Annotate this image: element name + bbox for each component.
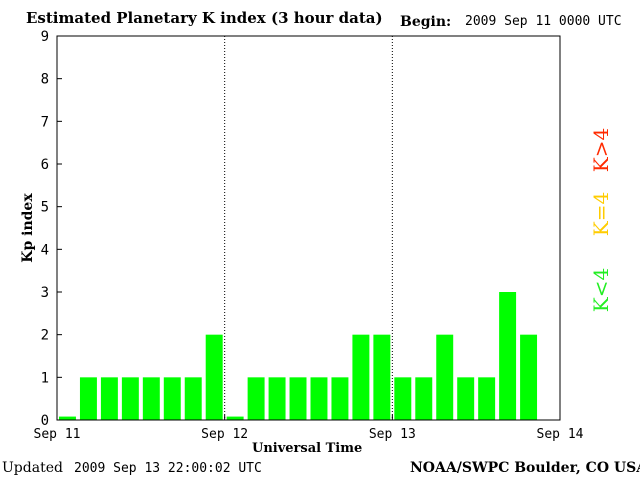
bar-0 <box>59 416 76 420</box>
bar-21 <box>499 292 517 420</box>
credit-text: NOAA/SWPC Boulder, CO USA <box>410 460 640 476</box>
bar-10 <box>268 377 286 420</box>
legend-k-greater-4: K>4 <box>589 127 613 173</box>
x-axis-label: Universal Time <box>252 441 363 456</box>
x-tick-label-1: Sep 12 <box>201 427 248 442</box>
bar-2 <box>100 377 118 420</box>
y-tick-label-4: 4 <box>41 242 49 258</box>
bar-8 <box>226 416 244 420</box>
bar-1 <box>79 377 97 420</box>
y-tick-label-6: 6 <box>41 157 49 173</box>
y-tick-label-1: 1 <box>41 370 49 386</box>
bar-17 <box>415 377 433 420</box>
y-tick-label-5: 5 <box>41 200 49 216</box>
y-tick-label-9: 9 <box>41 29 49 45</box>
y-axis-label: Kp index <box>20 193 36 263</box>
bar-15 <box>373 334 391 420</box>
y-tick-label-3: 3 <box>41 285 49 301</box>
y-tick-label-7: 7 <box>41 114 49 130</box>
bar-14 <box>352 334 370 420</box>
bar-11 <box>289 377 307 420</box>
bar-3 <box>121 377 139 420</box>
updated-label: Updated <box>2 460 63 476</box>
bar-7 <box>205 334 223 420</box>
bar-9 <box>247 377 265 420</box>
bar-4 <box>142 377 160 420</box>
y-tick-label-8: 8 <box>41 72 49 88</box>
y-tick-label-2: 2 <box>41 328 49 344</box>
x-tick-label-0: Sep 11 <box>34 427 81 442</box>
bar-6 <box>184 377 202 420</box>
x-tick-label-3: Sep 14 <box>537 427 584 442</box>
bar-13 <box>331 377 349 420</box>
begin-value: 2009 Sep 11 0000 UTC <box>465 14 622 29</box>
chart-title: Estimated Planetary K index (3 hour data… <box>26 9 383 27</box>
bar-16 <box>394 377 412 420</box>
plot-frame <box>56 35 561 421</box>
bar-20 <box>478 377 496 420</box>
bar-12 <box>310 377 328 420</box>
legend-k-equal-4: K=4 <box>589 191 613 237</box>
begin-label: Begin: <box>400 14 452 30</box>
bar-5 <box>163 377 181 420</box>
bar-18 <box>436 334 454 420</box>
x-tick-label-2: Sep 13 <box>369 427 416 442</box>
bar-22 <box>520 334 538 420</box>
bar-19 <box>457 377 475 420</box>
legend-k-less-4: K<4 <box>589 267 613 313</box>
updated-value: 2009 Sep 13 22:00:02 UTC <box>74 461 262 476</box>
y-tick-label-0: 0 <box>41 413 49 429</box>
